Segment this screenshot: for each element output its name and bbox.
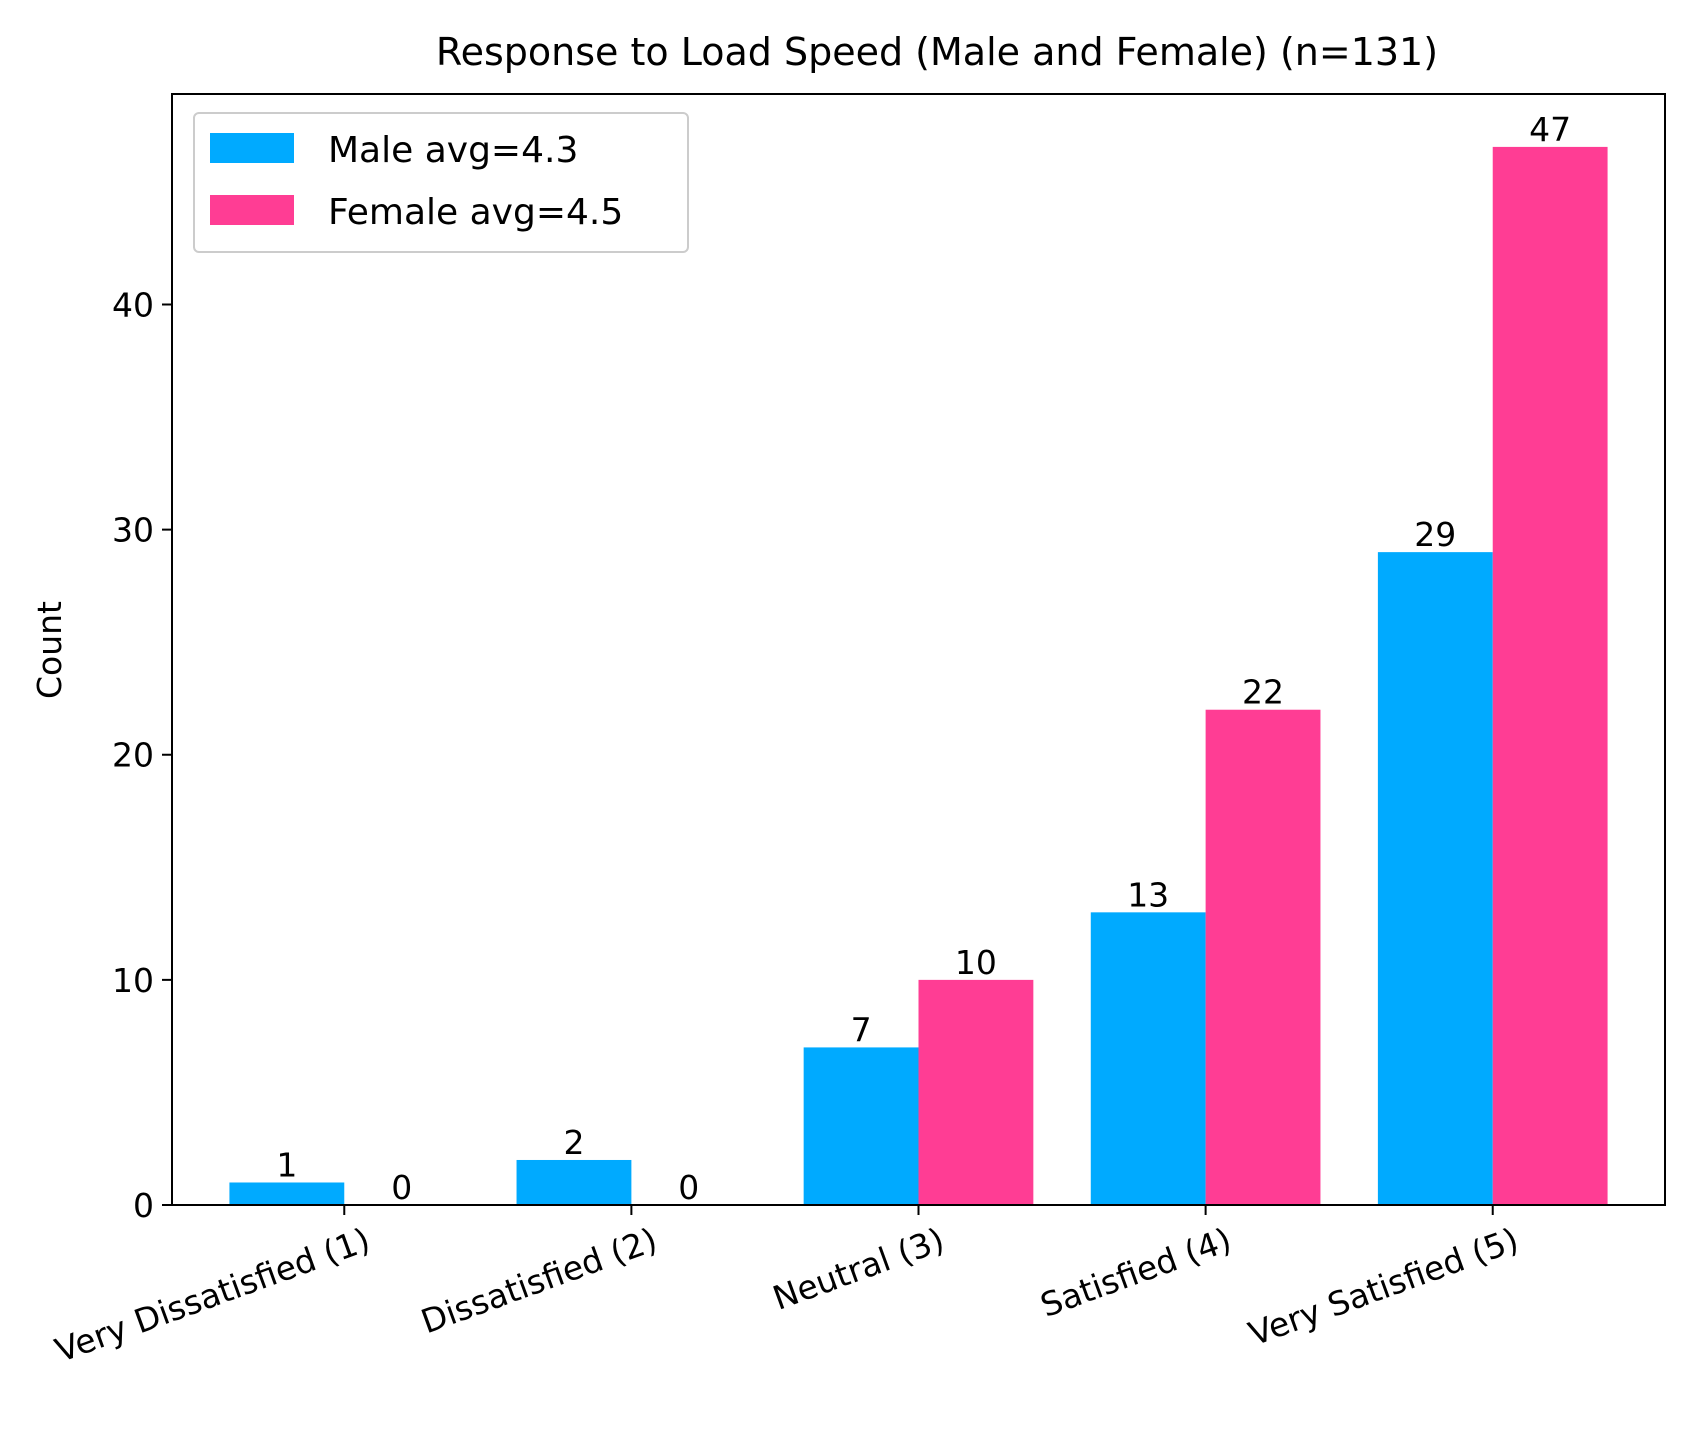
plot-area-frame	[171, 93, 1666, 1206]
legend: Male avg=4.3 Female avg=4.5	[193, 112, 689, 253]
bar-male-very-satisfied-5	[1377, 552, 1493, 1205]
x-tick-label-neutral-3: Neutral (3)	[768, 1220, 950, 1318]
bar-female-very-satisfied-5	[1492, 146, 1608, 1205]
legend-box	[193, 112, 689, 253]
value-label-male-very-dissatisfied-1: 1	[276, 1145, 297, 1184]
y-tick-label-30: 30	[112, 511, 154, 550]
value-label-female-dissatisfied-2: 0	[678, 1168, 699, 1207]
legend-label-female: Female avg=4.5	[328, 192, 623, 233]
y-tick-label-40: 40	[112, 285, 154, 324]
value-label-female-very-dissatisfied-1: 0	[391, 1168, 412, 1207]
bar-male-dissatisfied-2	[516, 1159, 632, 1205]
chart-title: Response to Load Speed (Male and Female)…	[436, 30, 1438, 74]
bar-female-satisfied-4	[1205, 709, 1321, 1205]
x-axis-ticks: Very Dissatisfied (1) Dissatisfied (2) Neu…	[50, 1205, 1523, 1370]
legend-swatch-male	[210, 133, 294, 163]
value-label-male-satisfied-4: 13	[1127, 875, 1169, 914]
bars-group	[229, 146, 1608, 1205]
value-label-female-satisfied-4: 22	[1242, 673, 1284, 712]
y-axis-ticks: 0 10 20 30 40	[112, 285, 172, 1225]
value-label-male-dissatisfied-2: 2	[563, 1123, 584, 1162]
bar-male-neutral-3	[803, 1047, 919, 1205]
legend-swatch-female	[210, 195, 294, 225]
value-label-female-neutral-3: 10	[955, 943, 997, 982]
x-tick-label-very-satisfied-5: Very Satisfied (5)	[1244, 1220, 1524, 1354]
x-tick-label-dissatisfied-2: Dissatisfied (2)	[416, 1220, 662, 1341]
value-label-male-very-satisfied-5: 29	[1414, 515, 1456, 554]
bar-male-satisfied-4	[1090, 912, 1206, 1205]
y-axis-label: Count	[30, 601, 69, 699]
bar-male-very-dissatisfied-1	[229, 1182, 345, 1205]
value-label-female-very-satisfied-5: 47	[1529, 110, 1571, 149]
y-tick-label-20: 20	[112, 736, 154, 775]
value-label-male-neutral-3: 7	[851, 1010, 872, 1049]
x-tick-label-very-dissatisfied-1: Very Dissatisfied (1)	[50, 1220, 375, 1370]
y-tick-label-0: 0	[133, 1186, 154, 1225]
value-labels-group: 1 2 7 13 29 0 0 10 22 47	[276, 110, 1571, 1207]
x-tick-label-satisfied-4: Satisfied (4)	[1035, 1220, 1236, 1325]
y-tick-label-10: 10	[112, 961, 154, 1000]
bar-female-neutral-3	[918, 979, 1034, 1205]
legend-label-male: Male avg=4.3	[328, 130, 578, 171]
